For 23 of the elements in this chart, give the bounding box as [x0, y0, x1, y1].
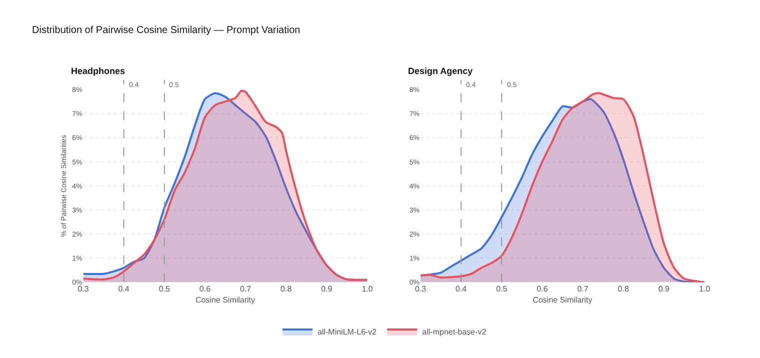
- x-tick-label: 1.0: [698, 284, 711, 294]
- x-tick-label: 0.3: [414, 284, 427, 294]
- x-tick-label: 0.5: [158, 284, 170, 294]
- x-tick-label: 0.6: [536, 284, 548, 294]
- x-tick-label: 0.7: [577, 284, 589, 294]
- x-tick-label: 0.3: [78, 284, 90, 294]
- chart-title: Distribution of Pairwise Cosine Similarity — Prompt Variation: [32, 25, 300, 36]
- chart-subtitle: Design Agency: [408, 66, 473, 76]
- x-tick-label: 0.4: [456, 284, 468, 294]
- chart-subtitle: Headphones: [71, 66, 126, 76]
- x-axis-title: Cosine Similarity: [195, 295, 256, 304]
- x-axis-title: Cosine Similarity: [532, 295, 592, 304]
- x-tick-label: 0.9: [658, 284, 670, 294]
- x-tick-label: 0.8: [280, 284, 292, 294]
- x-tick-label: 0.6: [199, 284, 212, 294]
- x-tick-label: 1.0: [362, 284, 374, 294]
- x-tick-label: 0.5: [496, 284, 508, 294]
- x-tick-label: 0.4: [118, 284, 130, 294]
- legend-label: all-mpnet-base-v2: [422, 328, 487, 337]
- legend-label: all-MiniLM-L6-v2: [318, 328, 378, 337]
- x-tick-label: 0.8: [618, 284, 630, 294]
- x-tick-label: 0.7: [240, 284, 252, 294]
- x-tick-label: 0.9: [321, 284, 333, 294]
